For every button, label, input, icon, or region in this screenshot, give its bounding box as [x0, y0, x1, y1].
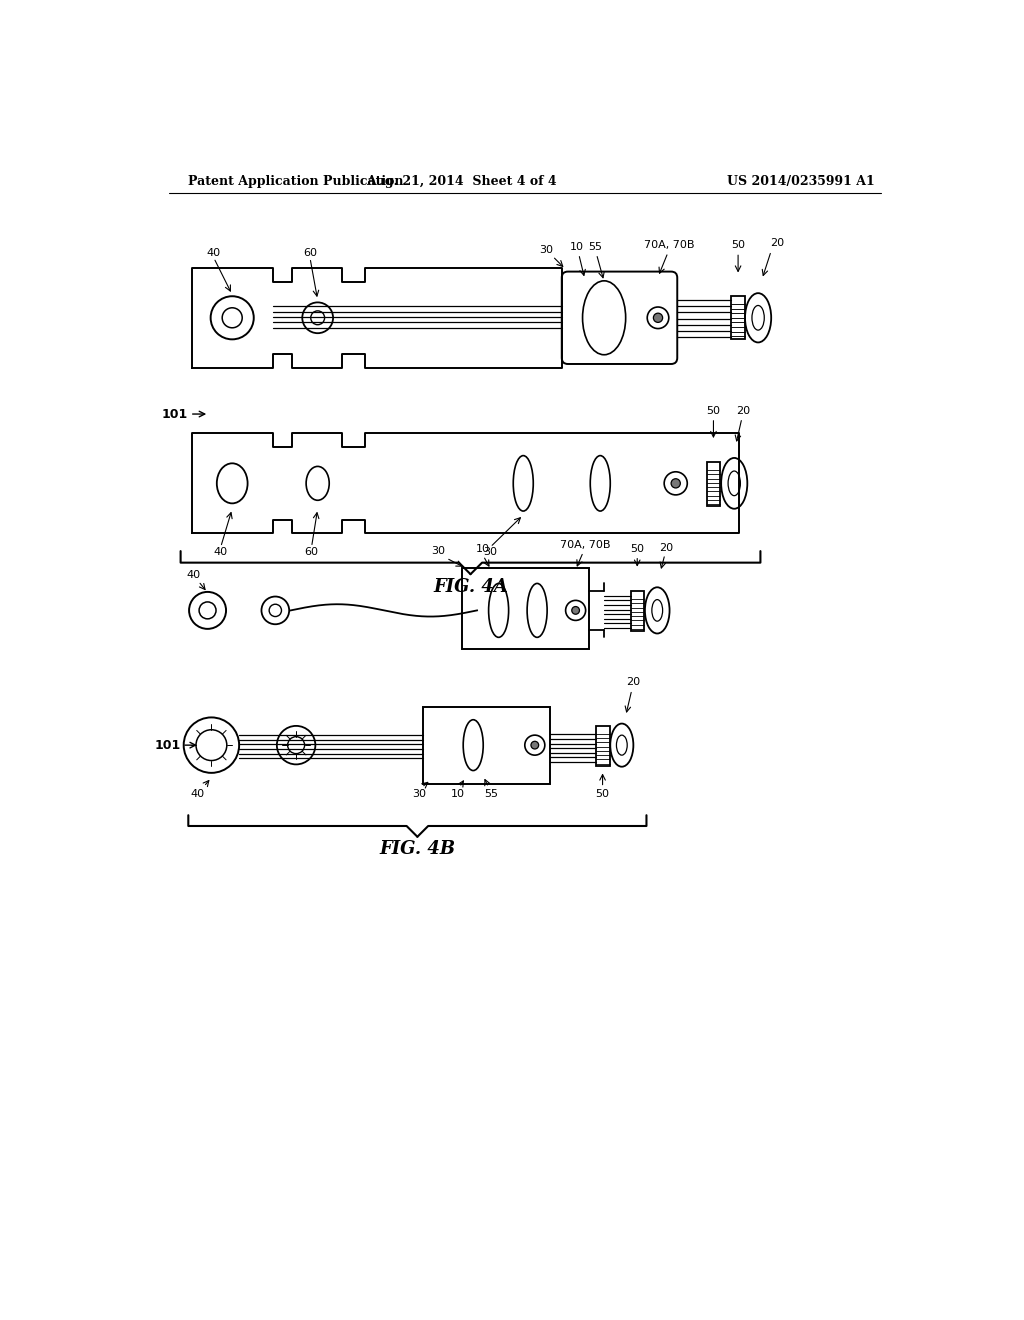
- Text: 50: 50: [630, 544, 644, 554]
- Text: 40: 40: [190, 789, 205, 799]
- Bar: [707, 462, 720, 507]
- Text: 20: 20: [627, 677, 640, 688]
- Text: 60: 60: [304, 548, 318, 557]
- Bar: [596, 726, 609, 766]
- Text: 70A, 70B: 70A, 70B: [559, 540, 610, 550]
- Bar: [631, 591, 644, 631]
- Text: 55: 55: [588, 243, 602, 252]
- Text: 101: 101: [155, 739, 180, 751]
- Bar: [731, 296, 745, 339]
- Text: 40: 40: [207, 248, 221, 257]
- Text: 50: 50: [731, 240, 745, 249]
- Text: 60: 60: [303, 248, 317, 257]
- Text: 10: 10: [451, 789, 465, 799]
- Text: 50: 50: [707, 405, 721, 416]
- Bar: [423, 706, 550, 784]
- Bar: [462, 568, 589, 649]
- Text: 101: 101: [162, 408, 188, 421]
- Text: Aug. 21, 2014  Sheet 4 of 4: Aug. 21, 2014 Sheet 4 of 4: [367, 176, 557, 187]
- Text: 40: 40: [214, 548, 227, 557]
- Ellipse shape: [671, 479, 680, 488]
- Text: 55: 55: [484, 789, 498, 799]
- Text: US 2014/0235991 A1: US 2014/0235991 A1: [727, 176, 874, 187]
- Text: 20: 20: [770, 239, 783, 248]
- Ellipse shape: [653, 313, 663, 322]
- Text: 30: 30: [540, 244, 553, 255]
- Text: 20: 20: [736, 405, 751, 416]
- Text: FIG. 4A: FIG. 4A: [433, 578, 508, 597]
- Text: 10: 10: [570, 243, 584, 252]
- Text: 50: 50: [596, 789, 609, 799]
- Text: FIG. 4B: FIG. 4B: [379, 840, 456, 858]
- Text: 30: 30: [431, 546, 445, 557]
- Text: Patent Application Publication: Patent Application Publication: [188, 176, 403, 187]
- Text: 70A, 70B: 70A, 70B: [644, 240, 695, 249]
- Ellipse shape: [531, 742, 539, 748]
- Text: 30: 30: [483, 548, 497, 557]
- Text: 30: 30: [413, 789, 426, 799]
- Text: 10: 10: [476, 544, 490, 554]
- Text: 40: 40: [186, 570, 201, 579]
- Ellipse shape: [571, 607, 580, 614]
- Text: 20: 20: [659, 543, 674, 553]
